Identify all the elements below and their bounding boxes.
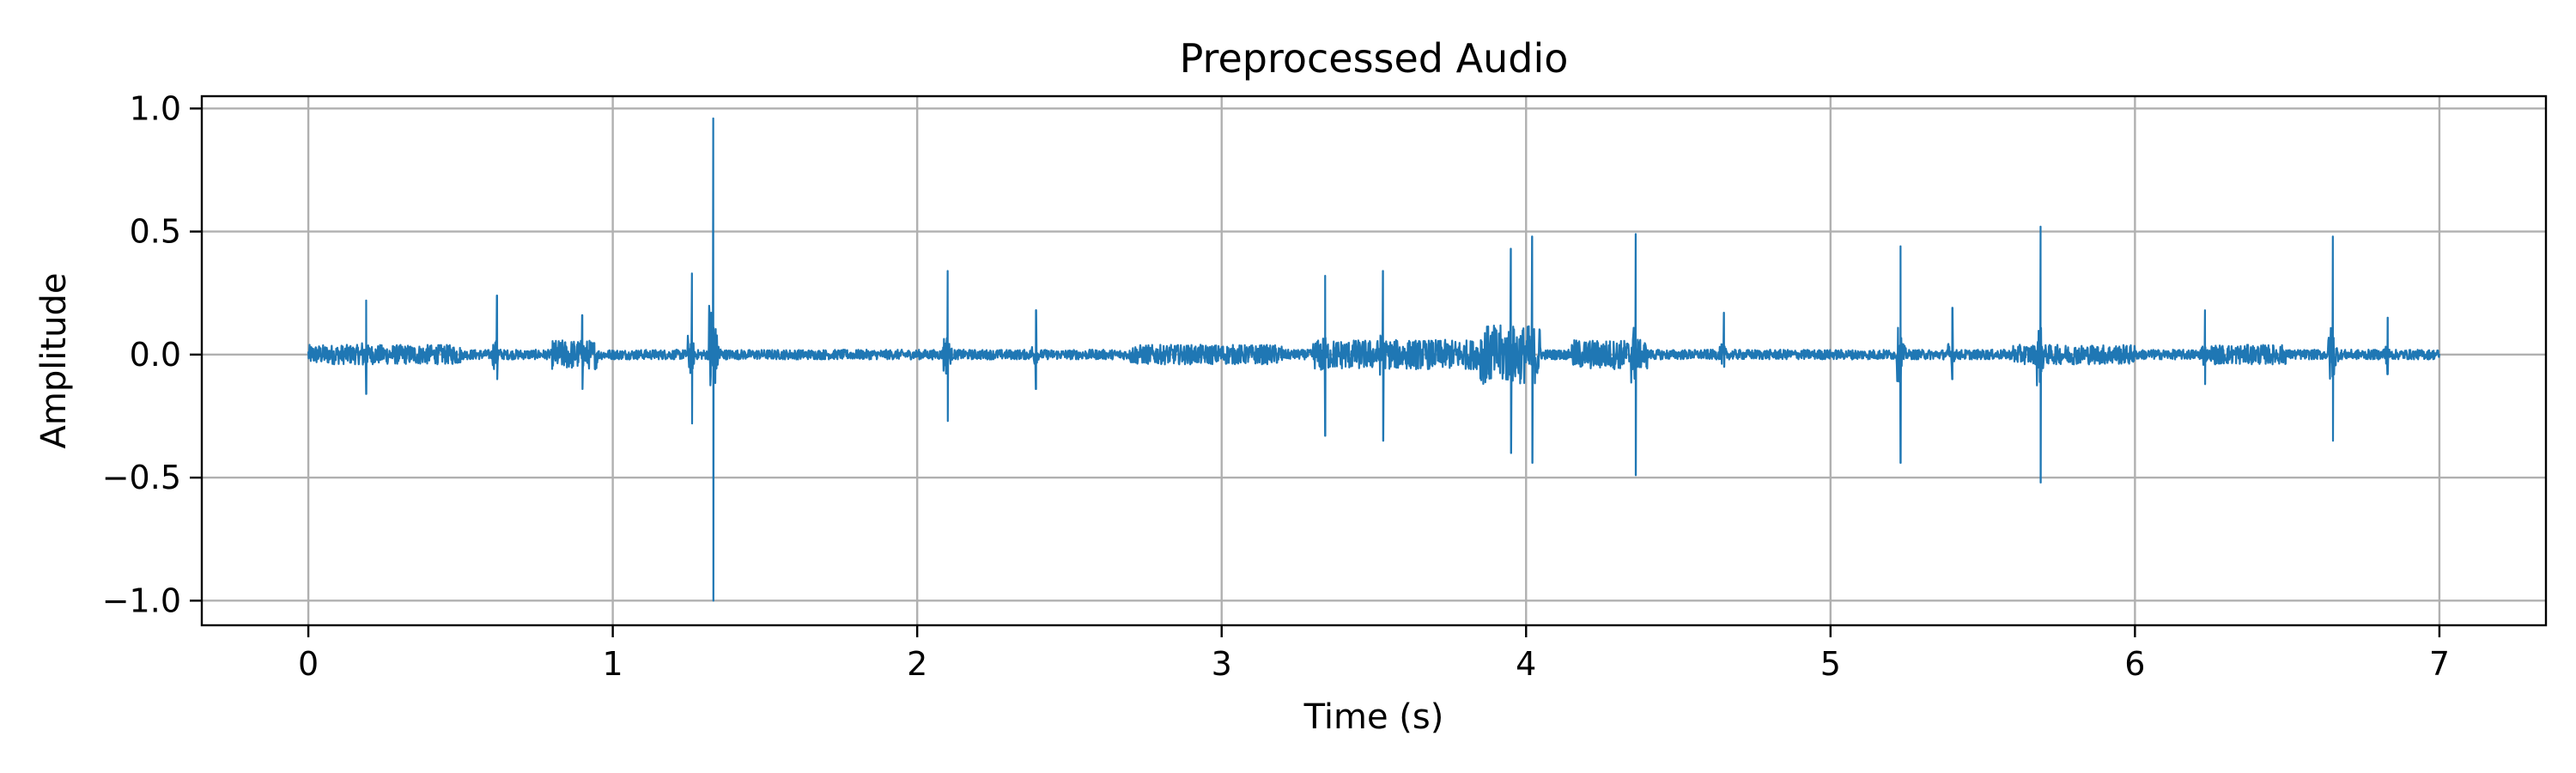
- waveform-line: [307, 117, 2441, 602]
- waveform-series: [307, 117, 2441, 602]
- x-axis-label: Time (s): [1303, 697, 1444, 737]
- y-tick-label: 0.0: [130, 336, 181, 374]
- y-tick-label: 0.5: [130, 213, 181, 251]
- y-tick-label: 1.0: [130, 89, 181, 127]
- x-tick-label: 0: [298, 645, 319, 683]
- chart-title: Preprocessed Audio: [1180, 35, 1569, 82]
- axis-ticks: 0 1 2 3 4 5 6 7 1.0 0.5 0.0 −0.5 −1.0: [102, 89, 2450, 683]
- x-tick-label: 6: [2124, 645, 2145, 683]
- y-tick-label: −1.0: [102, 581, 181, 619]
- plot-frame: [200, 94, 2548, 627]
- x-tick-label: 1: [603, 645, 623, 683]
- y-tick-label: −0.5: [102, 459, 181, 496]
- x-tick-label: 3: [1212, 645, 1232, 683]
- x-tick-label: 7: [2429, 645, 2450, 683]
- x-tick-label: 2: [907, 645, 927, 683]
- x-tick-label: 4: [1516, 645, 1536, 683]
- x-tick-label: 5: [1820, 645, 1841, 683]
- y-axis-label: Amplitude: [34, 273, 74, 449]
